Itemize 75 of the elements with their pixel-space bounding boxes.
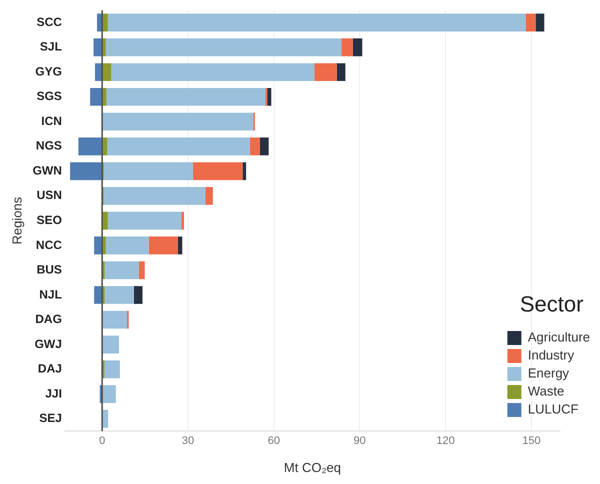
bar xyxy=(104,261,139,280)
y-tick-label: BUS xyxy=(36,262,62,277)
bar xyxy=(108,212,182,230)
bar xyxy=(250,137,260,156)
bar xyxy=(242,162,246,180)
x-tick-label: 0 xyxy=(99,434,106,447)
bar xyxy=(138,261,145,280)
bar xyxy=(267,88,272,106)
bar xyxy=(102,310,128,329)
bar xyxy=(260,137,269,156)
y-tick-label: GYG xyxy=(35,64,62,78)
bar xyxy=(134,286,142,304)
bar xyxy=(148,236,178,254)
bar xyxy=(78,137,102,156)
y-tick-label: ICN xyxy=(41,114,62,128)
bar xyxy=(94,38,102,56)
y-tick-label: DAG xyxy=(35,312,62,326)
x-axis-title: Mt CO₂eq xyxy=(284,460,341,475)
bar xyxy=(94,236,102,254)
legend-title: Sector xyxy=(520,292,584,317)
bar xyxy=(205,187,213,205)
bar xyxy=(314,63,337,82)
bar xyxy=(102,212,108,230)
bar xyxy=(336,63,346,82)
legend-label: Energy xyxy=(528,366,570,381)
y-tick-label: NJL xyxy=(39,287,62,302)
x-tick-label: 120 xyxy=(436,434,455,447)
legend-label: LULUCF xyxy=(528,402,578,417)
bar xyxy=(106,38,342,56)
bar xyxy=(96,14,102,32)
bar xyxy=(102,336,120,354)
bar xyxy=(536,14,544,32)
bar xyxy=(94,286,102,304)
bar xyxy=(192,162,243,180)
bar xyxy=(94,63,102,82)
bar xyxy=(108,14,526,32)
x-tick-label: 60 xyxy=(268,434,280,447)
bar xyxy=(70,162,102,180)
bar xyxy=(341,38,353,56)
bar xyxy=(107,137,250,156)
bar xyxy=(104,286,134,304)
bar xyxy=(111,63,314,82)
y-tick-label: NCC xyxy=(36,238,62,252)
x-tick-label: 30 xyxy=(182,434,194,447)
y-tick-label: USN xyxy=(36,188,62,202)
bar xyxy=(526,14,536,32)
bar xyxy=(106,236,149,254)
bar xyxy=(104,360,120,378)
legend-label: Agriculture xyxy=(528,330,590,345)
y-tick-label: GWN xyxy=(32,163,62,178)
x-tick-label: 90 xyxy=(354,434,366,447)
y-tick-label: SGS xyxy=(36,89,62,104)
y-tick-label: SEJ xyxy=(39,411,62,426)
bar xyxy=(178,236,182,254)
y-tick-label: GWJ xyxy=(34,336,62,351)
y-tick-label: SCC xyxy=(36,14,62,29)
bar xyxy=(102,112,254,131)
bar xyxy=(181,212,184,230)
y-tick-label: JJI xyxy=(45,386,62,400)
bar xyxy=(104,162,193,180)
x-tick-label: 150 xyxy=(522,434,541,447)
bar xyxy=(106,88,266,106)
bar xyxy=(104,187,206,205)
bar xyxy=(352,38,362,56)
legend-label: Waste xyxy=(528,384,564,399)
bar xyxy=(102,14,108,32)
y-tick-label: DAJ xyxy=(38,362,62,376)
bar xyxy=(90,88,102,106)
y-axis-title: Regions xyxy=(9,196,24,245)
y-tick-label: SJL xyxy=(40,40,62,54)
y-tick-label: NGS xyxy=(36,138,62,153)
legend-label: Industry xyxy=(528,348,575,363)
bar xyxy=(102,385,116,403)
bar xyxy=(102,63,112,82)
y-tick-label: SEO xyxy=(36,213,62,228)
